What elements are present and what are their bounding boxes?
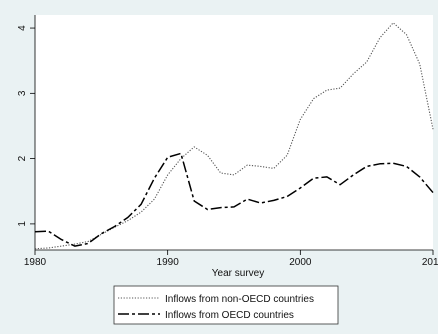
y-tick-label: 4 bbox=[17, 25, 28, 31]
plot-area bbox=[35, 15, 433, 250]
x-axis-title: Year survey bbox=[212, 268, 264, 279]
x-tick-label: 1990 bbox=[157, 257, 180, 268]
series-group bbox=[34, 22, 434, 250]
series-line-1 bbox=[34, 152, 434, 247]
y-tick-label: 1 bbox=[17, 221, 28, 227]
legend-box bbox=[113, 285, 339, 325]
legend-label-oecd: Inflows from OECD countries bbox=[165, 310, 294, 321]
legend-label-non-oecd: Inflows from non-OECD countries bbox=[165, 294, 314, 305]
x-tick-label: 2010 bbox=[422, 257, 438, 268]
y-tick-label: 3 bbox=[17, 90, 28, 96]
x-tick-label: 2000 bbox=[289, 257, 312, 268]
x-tick-label: 1980 bbox=[24, 257, 47, 268]
y-tick-label: 2 bbox=[17, 155, 28, 161]
axes: 1980 1990 2000 2010 1 2 3 4 bbox=[17, 15, 438, 268]
legend: Inflows from non-OECD countries Inflows … bbox=[113, 285, 339, 325]
